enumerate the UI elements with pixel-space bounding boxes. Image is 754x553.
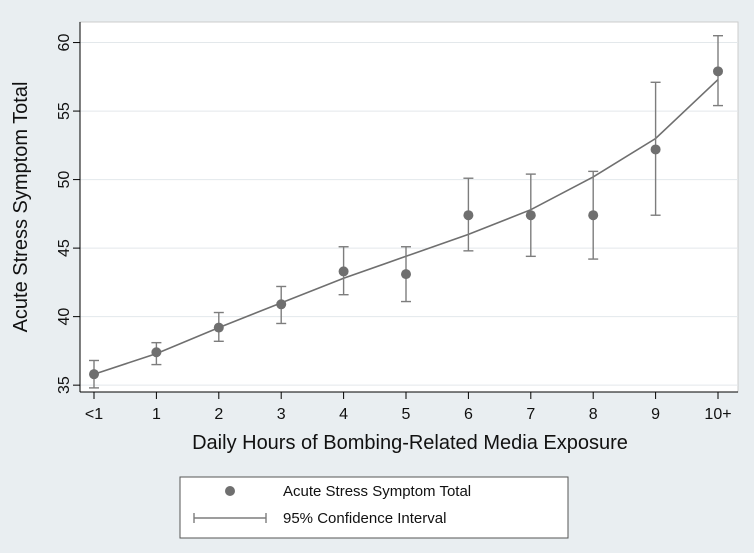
plot-area [79, 21, 739, 393]
y-tick-label: 60 [56, 34, 73, 52]
legend-box [179, 476, 569, 539]
data-point [213, 322, 224, 333]
legend-point-marker [225, 486, 235, 496]
y-tick-label: 50 [56, 171, 73, 189]
data-point [89, 369, 99, 380]
data-point [463, 210, 474, 221]
legend-label-ci: 95% Confidence Interval [283, 510, 446, 527]
x-tick-label: 3 [277, 406, 286, 423]
x-tick-label: <1 [85, 406, 103, 423]
x-tick-label: 8 [589, 406, 598, 423]
legend: Acute Stress Symptom Total 95% Confidenc… [179, 476, 569, 539]
y-tick-label: 35 [56, 376, 73, 394]
data-point [588, 210, 599, 221]
x-tick-label: 7 [526, 406, 535, 423]
data-point [338, 266, 349, 277]
data-point [713, 66, 723, 77]
legend-label-points: Acute Stress Symptom Total [283, 483, 471, 500]
data-point [401, 269, 411, 280]
y-tick-label: 40 [56, 308, 73, 326]
data-point [276, 299, 287, 310]
x-tick-label: 9 [651, 406, 660, 423]
data-point [650, 144, 661, 155]
y-axis-label: Acute Stress Symptom Total [10, 82, 32, 333]
x-tick-label: 1 [152, 406, 161, 423]
y-axis: 35 40 45 50 55 60 [56, 22, 81, 394]
x-tick-label: 4 [339, 406, 348, 423]
points-layer [89, 66, 723, 380]
x-tick-label: 2 [214, 406, 223, 423]
data-point [525, 210, 536, 221]
x-axis: <1 1 2 3 4 5 6 7 8 9 10+ [80, 391, 738, 423]
grid-lines [80, 42, 738, 386]
y-tick-label: 55 [56, 102, 73, 120]
data-point [151, 347, 162, 358]
x-tick-label: 6 [464, 406, 473, 423]
y-tick-label: 45 [56, 239, 73, 257]
x-axis-label: Daily Hours of Bombing-Related Media Exp… [192, 432, 628, 454]
x-tick-label: 10+ [704, 406, 731, 423]
legend-errorbar-marker [193, 513, 267, 523]
x-tick-label: 5 [402, 406, 411, 423]
